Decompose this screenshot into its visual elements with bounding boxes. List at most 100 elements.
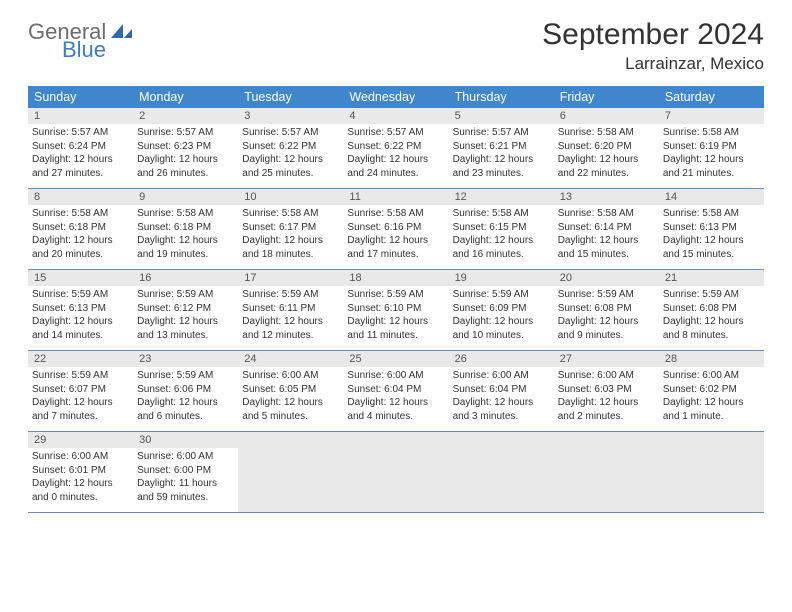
day-details: Sunrise: 5:59 AMSunset: 6:11 PMDaylight:… (238, 286, 343, 346)
day-details: Sunrise: 6:00 AMSunset: 6:02 PMDaylight:… (659, 367, 764, 427)
logo-text-block: General Blue (28, 22, 133, 60)
calendar-day-cell: 20Sunrise: 5:59 AMSunset: 6:08 PMDayligh… (554, 270, 659, 350)
daylight-text: Daylight: 12 hours and 20 minutes. (32, 234, 129, 261)
daylight-text: Daylight: 12 hours and 19 minutes. (137, 234, 234, 261)
calendar-day-cell: 11Sunrise: 5:58 AMSunset: 6:16 PMDayligh… (343, 189, 448, 269)
sunrise-text: Sunrise: 5:58 AM (137, 207, 234, 221)
day-number: 4 (343, 108, 448, 124)
daylight-text: Daylight: 12 hours and 6 minutes. (137, 396, 234, 423)
sunrise-text: Sunrise: 5:59 AM (137, 369, 234, 383)
calendar-day-cell (659, 432, 764, 512)
sunrise-text: Sunrise: 5:57 AM (453, 126, 550, 140)
calendar-day-cell: 4Sunrise: 5:57 AMSunset: 6:22 PMDaylight… (343, 108, 448, 188)
calendar-week-row: 29Sunrise: 6:00 AMSunset: 6:01 PMDayligh… (28, 432, 764, 513)
sunset-text: Sunset: 6:07 PM (32, 383, 129, 397)
calendar-day-cell (343, 432, 448, 512)
sunset-text: Sunset: 6:21 PM (453, 140, 550, 154)
sunset-text: Sunset: 6:08 PM (558, 302, 655, 316)
sunset-text: Sunset: 6:13 PM (663, 221, 760, 235)
day-details: Sunrise: 5:57 AMSunset: 6:24 PMDaylight:… (28, 124, 133, 184)
day-number: 14 (659, 189, 764, 205)
calendar-day-cell: 15Sunrise: 5:59 AMSunset: 6:13 PMDayligh… (28, 270, 133, 350)
sunrise-text: Sunrise: 5:59 AM (663, 288, 760, 302)
daylight-text: Daylight: 12 hours and 3 minutes. (453, 396, 550, 423)
weekday-header: Sunday (28, 86, 133, 108)
calendar-day-cell: 3Sunrise: 5:57 AMSunset: 6:22 PMDaylight… (238, 108, 343, 188)
sunrise-text: Sunrise: 5:58 AM (558, 207, 655, 221)
calendar-day-cell: 16Sunrise: 5:59 AMSunset: 6:12 PMDayligh… (133, 270, 238, 350)
sunset-text: Sunset: 6:23 PM (137, 140, 234, 154)
calendar-day-cell: 28Sunrise: 6:00 AMSunset: 6:02 PMDayligh… (659, 351, 764, 431)
calendar-day-cell: 9Sunrise: 5:58 AMSunset: 6:18 PMDaylight… (133, 189, 238, 269)
weekday-header: Friday (554, 86, 659, 108)
calendar-week-row: 8Sunrise: 5:58 AMSunset: 6:18 PMDaylight… (28, 189, 764, 270)
sunset-text: Sunset: 6:04 PM (453, 383, 550, 397)
sunset-text: Sunset: 6:16 PM (347, 221, 444, 235)
weekday-header-row: Sunday Monday Tuesday Wednesday Thursday… (28, 86, 764, 108)
sunset-text: Sunset: 6:03 PM (558, 383, 655, 397)
day-number: 9 (133, 189, 238, 205)
day-details: Sunrise: 6:00 AMSunset: 6:04 PMDaylight:… (449, 367, 554, 427)
day-number: 25 (343, 351, 448, 367)
calendar-week-row: 1Sunrise: 5:57 AMSunset: 6:24 PMDaylight… (28, 108, 764, 189)
calendar-day-cell: 13Sunrise: 5:58 AMSunset: 6:14 PMDayligh… (554, 189, 659, 269)
calendar-day-cell: 19Sunrise: 5:59 AMSunset: 6:09 PMDayligh… (449, 270, 554, 350)
sunrise-text: Sunrise: 5:57 AM (347, 126, 444, 140)
calendar-day-cell: 18Sunrise: 5:59 AMSunset: 6:10 PMDayligh… (343, 270, 448, 350)
daylight-text: Daylight: 12 hours and 11 minutes. (347, 315, 444, 342)
sunrise-text: Sunrise: 5:59 AM (453, 288, 550, 302)
calendar-day-cell: 25Sunrise: 6:00 AMSunset: 6:04 PMDayligh… (343, 351, 448, 431)
calendar-day-cell: 10Sunrise: 5:58 AMSunset: 6:17 PMDayligh… (238, 189, 343, 269)
daylight-text: Daylight: 12 hours and 23 minutes. (453, 153, 550, 180)
sunrise-text: Sunrise: 5:57 AM (137, 126, 234, 140)
sunset-text: Sunset: 6:10 PM (347, 302, 444, 316)
calendar-day-cell: 24Sunrise: 6:00 AMSunset: 6:05 PMDayligh… (238, 351, 343, 431)
day-details: Sunrise: 5:59 AMSunset: 6:06 PMDaylight:… (133, 367, 238, 427)
daylight-text: Daylight: 12 hours and 25 minutes. (242, 153, 339, 180)
location-label: Larrainzar, Mexico (542, 54, 764, 74)
daylight-text: Daylight: 12 hours and 27 minutes. (32, 153, 129, 180)
daylight-text: Daylight: 12 hours and 4 minutes. (347, 396, 444, 423)
daylight-text: Daylight: 12 hours and 16 minutes. (453, 234, 550, 261)
calendar-day-cell: 1Sunrise: 5:57 AMSunset: 6:24 PMDaylight… (28, 108, 133, 188)
sunrise-text: Sunrise: 5:59 AM (32, 288, 129, 302)
calendar-day-cell: 14Sunrise: 5:58 AMSunset: 6:13 PMDayligh… (659, 189, 764, 269)
page-header: General Blue September 2024 Larrainzar, … (28, 18, 764, 74)
sunset-text: Sunset: 6:15 PM (453, 221, 550, 235)
sunset-text: Sunset: 6:22 PM (347, 140, 444, 154)
sunset-text: Sunset: 6:13 PM (32, 302, 129, 316)
weekday-header: Saturday (659, 86, 764, 108)
weekday-header: Thursday (449, 86, 554, 108)
sunrise-text: Sunrise: 5:59 AM (32, 369, 129, 383)
sunset-text: Sunset: 6:02 PM (663, 383, 760, 397)
calendar-page: General Blue September 2024 Larrainzar, … (0, 0, 792, 531)
sunset-text: Sunset: 6:05 PM (242, 383, 339, 397)
daylight-text: Daylight: 12 hours and 26 minutes. (137, 153, 234, 180)
day-details: Sunrise: 5:58 AMSunset: 6:18 PMDaylight:… (133, 205, 238, 265)
day-details: Sunrise: 5:58 AMSunset: 6:20 PMDaylight:… (554, 124, 659, 184)
sunrise-text: Sunrise: 5:58 AM (242, 207, 339, 221)
weekday-header: Monday (133, 86, 238, 108)
day-details: Sunrise: 5:59 AMSunset: 6:08 PMDaylight:… (554, 286, 659, 346)
day-details: Sunrise: 6:00 AMSunset: 6:01 PMDaylight:… (28, 448, 133, 508)
calendar-day-cell: 2Sunrise: 5:57 AMSunset: 6:23 PMDaylight… (133, 108, 238, 188)
sunrise-text: Sunrise: 6:00 AM (453, 369, 550, 383)
sunrise-text: Sunrise: 6:00 AM (32, 450, 129, 464)
day-number: 30 (133, 432, 238, 448)
daylight-text: Daylight: 12 hours and 1 minute. (663, 396, 760, 423)
calendar-day-cell: 21Sunrise: 5:59 AMSunset: 6:08 PMDayligh… (659, 270, 764, 350)
calendar-day-cell: 6Sunrise: 5:58 AMSunset: 6:20 PMDaylight… (554, 108, 659, 188)
day-number: 22 (28, 351, 133, 367)
brand-logo: General Blue (28, 18, 133, 60)
day-details: Sunrise: 5:57 AMSunset: 6:23 PMDaylight:… (133, 124, 238, 184)
day-details: Sunrise: 5:57 AMSunset: 6:22 PMDaylight:… (343, 124, 448, 184)
calendar-day-cell: 30Sunrise: 6:00 AMSunset: 6:00 PMDayligh… (133, 432, 238, 512)
calendar-day-cell (554, 432, 659, 512)
calendar-day-cell: 26Sunrise: 6:00 AMSunset: 6:04 PMDayligh… (449, 351, 554, 431)
daylight-text: Daylight: 12 hours and 10 minutes. (453, 315, 550, 342)
day-number: 19 (449, 270, 554, 286)
title-block: September 2024 Larrainzar, Mexico (542, 18, 764, 74)
daylight-text: Daylight: 12 hours and 13 minutes. (137, 315, 234, 342)
day-number: 2 (133, 108, 238, 124)
sunrise-text: Sunrise: 6:00 AM (347, 369, 444, 383)
